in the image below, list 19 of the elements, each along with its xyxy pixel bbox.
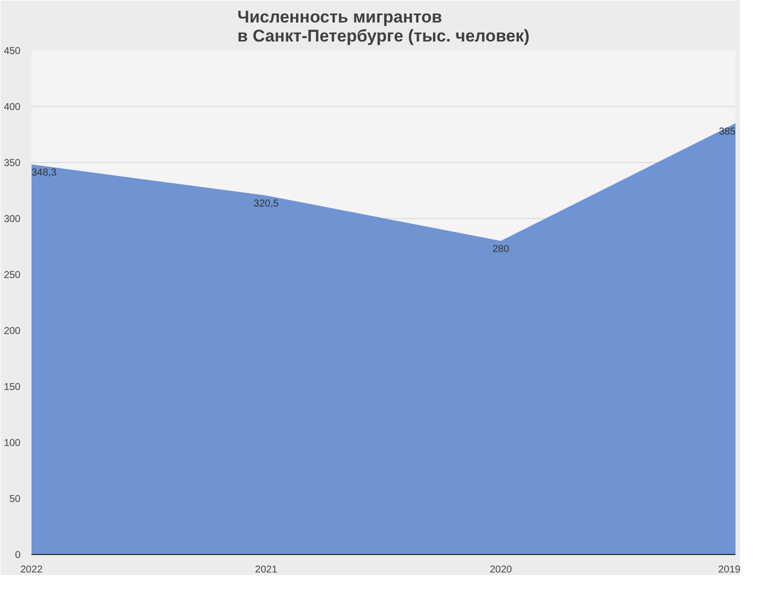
y-tick-label: 150: [4, 382, 21, 393]
y-tick-label: 450: [4, 46, 21, 57]
data-label: 385: [718, 126, 736, 138]
y-tick-label: 50: [9, 494, 21, 505]
y-tick-label: 200: [4, 326, 21, 337]
x-tick-label: 2019: [718, 564, 741, 576]
chart-title: Численность мигрантов в Санкт-Петербурге (тыс. человек): [237, 8, 530, 46]
x-tick-label: 2021: [255, 564, 278, 576]
y-tick-label: 0: [14, 550, 21, 561]
y-tick-label: 100: [4, 438, 21, 449]
data-label: 320,5: [254, 198, 280, 210]
x-tick-label: 2022: [20, 564, 44, 576]
y-tick-label: 300: [4, 214, 21, 225]
y-tick-label: 400: [4, 102, 21, 113]
data-label: 280: [492, 244, 510, 255]
x-tick-label: 2020: [490, 564, 512, 576]
data-label: 348,3: [32, 167, 57, 178]
y-tick-label: 250: [4, 270, 21, 281]
y-tick-label: 350: [4, 158, 21, 169]
